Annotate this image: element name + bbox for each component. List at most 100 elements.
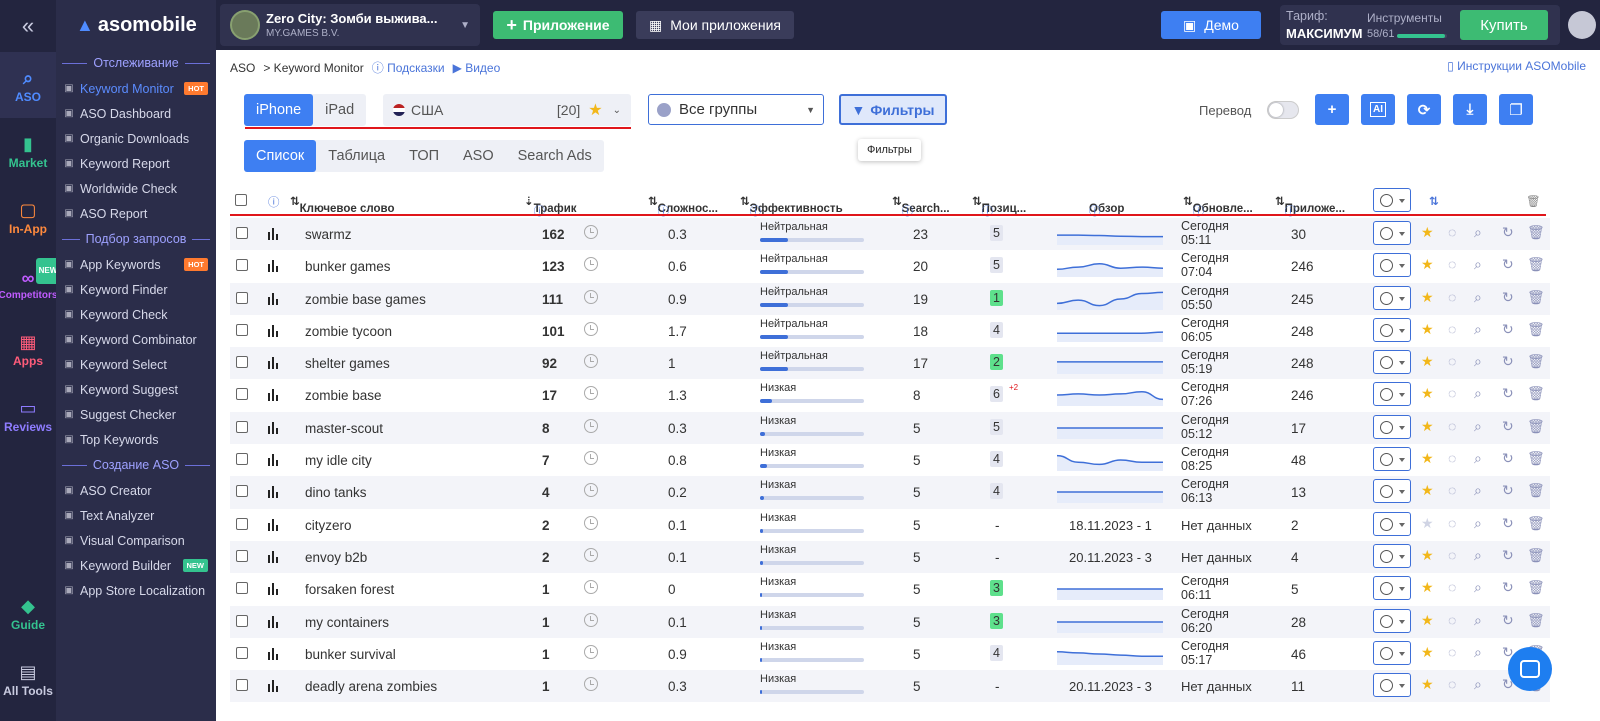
rail-item-alltools[interactable]: ▤ All Tools (0, 646, 56, 712)
status-select[interactable] (1373, 543, 1411, 568)
sidebar-item-keyword-builder[interactable]: ▣ Keyword Builder NEW (56, 553, 216, 578)
avatar[interactable] (1568, 11, 1596, 39)
trash-icon[interactable]: 🗑 (1527, 224, 1545, 240)
sidebar-item-top-keywords[interactable]: ▣ Top Keywords (56, 427, 216, 452)
status-select[interactable] (1373, 673, 1411, 698)
search-icon[interactable]: ⌕ (1474, 320, 1482, 337)
column-difficulty[interactable]: ⇅ Сложнос... ⓘ (648, 196, 718, 218)
select-all-checkbox[interactable] (235, 194, 247, 206)
lightbulb-icon[interactable]: ◌ (1448, 482, 1457, 499)
status-select[interactable] (1373, 414, 1411, 439)
chart-bars-icon[interactable] (268, 486, 280, 499)
table-row[interactable]: zombie base 17 1.3 Низкая 8 6 +2 Сегодня 07:26 24… (230, 379, 1550, 411)
star-icon[interactable]: ★ (1421, 546, 1434, 563)
star-icon[interactable]: ★ (1421, 514, 1434, 531)
chat-button[interactable] (1508, 647, 1552, 691)
search-icon[interactable]: ⌕ (1474, 579, 1482, 596)
redo-icon[interactable]: ↻ (1502, 320, 1514, 337)
row-checkbox[interactable] (236, 323, 248, 336)
history-icon[interactable] (584, 451, 598, 466)
column-keyword[interactable]: ⇅ Ключевое слово (290, 196, 395, 215)
redo-icon[interactable]: ↻ (1502, 256, 1514, 273)
sidebar-item-aso-creator[interactable]: ▣ ASO Creator (56, 478, 216, 503)
star-icon[interactable]: ★ (1421, 482, 1434, 499)
lightbulb-icon[interactable]: ◌ (1448, 385, 1457, 402)
lightbulb-icon[interactable]: ◌ (1448, 611, 1457, 628)
redo-icon[interactable]: ↻ (1502, 514, 1514, 531)
row-checkbox[interactable] (236, 549, 248, 562)
status-select[interactable] (1373, 608, 1411, 633)
sidebar-item-organic-downloads[interactable]: ▣ Organic Downloads (56, 126, 216, 151)
search-icon[interactable]: ⌕ (1474, 611, 1482, 628)
video-link[interactable]: ▶ Видео (452, 60, 501, 75)
table-row[interactable]: dino tanks 4 0.2 Низкая 5 4 Сегодня 06:13 13 ★ ◌ ⌕ ↻… (230, 476, 1550, 509)
chart-bars-icon[interactable] (268, 260, 280, 273)
redo-icon[interactable]: ↻ (1502, 353, 1514, 370)
star-icon[interactable]: ★ (1421, 643, 1434, 660)
overview-sparkline[interactable] (1057, 384, 1163, 407)
rail-item-reviews[interactable]: ▭ Reviews (0, 382, 56, 448)
table-row[interactable]: forsaken forest 1 0 Низкая 5 3 Сегодня 06:11 5 ★ ◌… (230, 573, 1550, 605)
column-position[interactable]: ⇅ Позиц... ⓘ (972, 196, 1027, 218)
overview-sparkline[interactable] (1057, 611, 1163, 633)
sidebar-item-app-store-localization[interactable]: ▣ App Store Localization (56, 578, 216, 603)
table-row[interactable]: shelter games 92 1 Нейтральная 17 2 Сегодня 05:… (230, 347, 1550, 380)
redo-icon[interactable]: ↻ (1502, 450, 1514, 467)
view-tab-2[interactable]: ТОП (409, 148, 440, 164)
view-tab-3[interactable]: ASO (463, 148, 494, 164)
trash-icon[interactable]: 🗑 (1527, 417, 1545, 434)
logo[interactable]: ▲ asomobile (76, 13, 197, 36)
view-tab-0[interactable]: Список (244, 140, 317, 172)
chart-bars-icon[interactable] (268, 421, 280, 434)
add-keyword-button[interactable]: + (1315, 94, 1349, 125)
groups-select[interactable]: Все группы ▼ (648, 94, 824, 125)
table-row[interactable]: bunker survival 1 0.9 Низкая 5 4 Сегодня 05:17 4… (230, 638, 1550, 670)
lightbulb-icon[interactable]: ◌ (1448, 514, 1457, 531)
row-checkbox[interactable] (236, 614, 248, 627)
redo-icon[interactable]: ↻ (1502, 385, 1514, 402)
redo-icon[interactable]: ↻ (1502, 224, 1514, 240)
search-icon[interactable]: ⌕ (1474, 385, 1482, 402)
sidebar-item-keyword-monitor[interactable]: ▣ Keyword Monitor HOT (56, 76, 216, 101)
history-icon[interactable] (584, 547, 598, 562)
history-icon[interactable] (584, 386, 598, 401)
row-checkbox[interactable] (236, 646, 248, 659)
rail-item-inapp[interactable]: ▢ In-App (0, 184, 56, 250)
search-icon[interactable]: ⌕ (1474, 288, 1482, 305)
star-icon[interactable]: ★ (1421, 611, 1434, 628)
sort-icon[interactable]: ⇅ (1429, 196, 1439, 208)
country-selector[interactable]: США [20] ★ ⌄ (383, 94, 631, 126)
header-status-select[interactable] (1373, 188, 1411, 212)
download-button[interactable]: ⤓ (1453, 94, 1487, 125)
history-icon[interactable] (584, 483, 598, 498)
chart-bars-icon[interactable] (268, 357, 280, 370)
overview-sparkline[interactable] (1057, 288, 1163, 310)
sidebar-item-suggest-checker[interactable]: ▣ Suggest Checker (56, 402, 216, 427)
sidebar-item-keyword-finder[interactable]: ▣ Keyword Finder (56, 277, 216, 302)
lightbulb-icon[interactable]: ◌ (1448, 417, 1457, 434)
rail-item-market[interactable]: ▮ Market (0, 118, 56, 184)
status-select[interactable] (1373, 221, 1411, 245)
search-icon[interactable]: ⌕ (1474, 676, 1482, 693)
status-select[interactable] (1373, 350, 1411, 375)
row-checkbox[interactable] (236, 291, 248, 304)
status-select[interactable] (1373, 382, 1411, 407)
table-row[interactable]: deadly arena zombies 1 0.3 Низкая 5 - 20.11.20… (230, 670, 1550, 703)
row-checkbox[interactable] (236, 356, 248, 369)
search-icon[interactable]: ⌕ (1474, 417, 1482, 434)
history-icon[interactable] (584, 677, 598, 692)
history-icon[interactable] (584, 580, 598, 595)
redo-icon[interactable]: ↻ (1502, 579, 1514, 596)
chart-bars-icon[interactable] (268, 454, 280, 467)
search-icon[interactable]: ⌕ (1474, 546, 1482, 563)
table-row[interactable]: master-scout 8 0.3 Низкая 5 5 Сегодня 05:12 17 ★ ◌… (230, 411, 1550, 445)
column-updated[interactable]: ⇅ Обновле... ⓘ (1183, 196, 1253, 218)
redo-icon[interactable]: ↻ (1502, 288, 1514, 305)
star-icon[interactable]: ★ (1421, 224, 1434, 240)
ai-button[interactable]: AI (1361, 94, 1395, 125)
view-tab-1[interactable]: Таблица (328, 148, 386, 164)
trash-icon[interactable]: 🗑 (1527, 546, 1545, 563)
lightbulb-icon[interactable]: ◌ (1448, 579, 1457, 596)
sidebar-item-text-analyzer[interactable]: ▣ Text Analyzer (56, 503, 216, 528)
tab-ipad[interactable]: iPad (325, 102, 355, 118)
